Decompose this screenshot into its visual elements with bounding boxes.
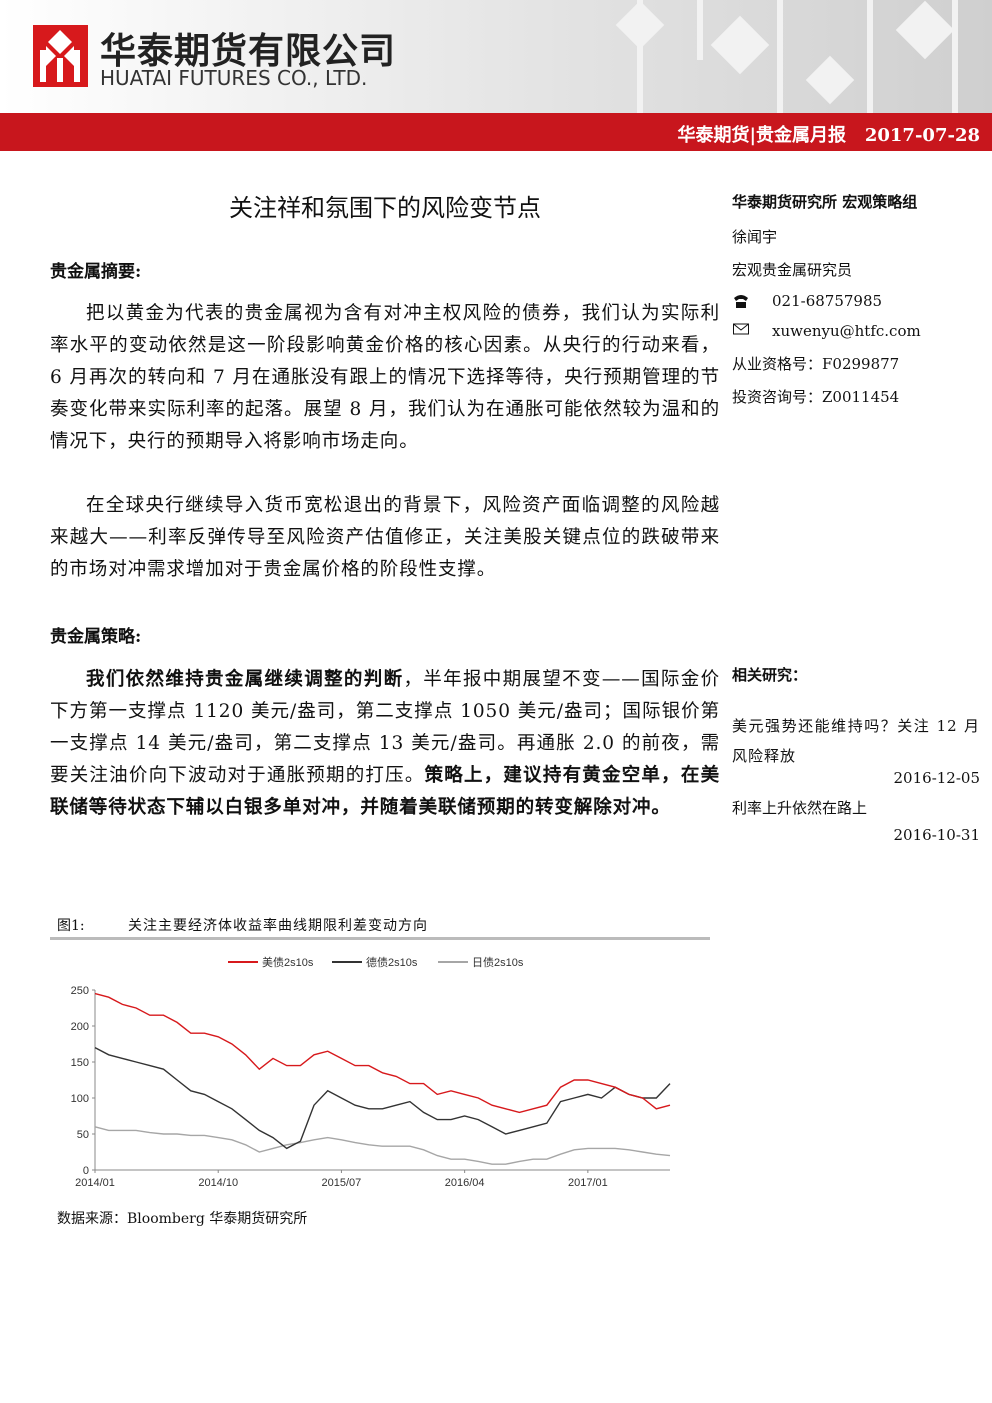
series-line — [94, 992, 671, 1114]
paragraph: 在全球央行继续导入货币宽松退出的背景下，风险资产面临调整的风险越来越大——利率反… — [50, 490, 720, 586]
company-cn: 华泰期货有限公司 — [100, 31, 397, 72]
x-tick-label: 2014/10 — [198, 1177, 238, 1189]
section-heading: 贵金属策略: — [50, 627, 142, 647]
research-group: 华泰期货研究所 宏观策略组 — [732, 193, 918, 211]
legend-label: 日债2s10s — [472, 955, 524, 969]
figure-label: 图1: — [57, 918, 85, 934]
y-tick-label: 50 — [77, 1129, 89, 1141]
related-title: 美元强势还能维持吗？关注 12 月风险释放 — [732, 717, 980, 765]
series-line — [94, 1126, 671, 1165]
email: xuwenyu@htfc.com — [772, 322, 921, 340]
text: 把以黄金为代表的贵金属视为含有对冲主权风险的债券，我们认为实际利率水平的变动依然… — [50, 303, 720, 452]
paragraph: 把以黄金为代表的贵金属视为含有对冲主权风险的债券，我们认为实际利率水平的变动依然… — [50, 298, 720, 458]
text: ，半年报中期展望不变——国际金价下方第一支撑点 1120 美元/盎司，第二支撑点… — [50, 669, 720, 786]
legend-label: 美债2s10s — [262, 955, 314, 969]
y-tick-label: 250 — [71, 985, 89, 997]
position: 宏观贵金属研究员 — [732, 261, 853, 279]
x-tick-label: 2017/01 — [568, 1177, 608, 1189]
report-bar: 华泰期货|贵金属月报 2017-07-28 — [677, 121, 980, 147]
figure-title: 关注主要经济体收益率曲线期限利差变动方向 — [128, 918, 428, 934]
x-tick-label: 2016/04 — [445, 1177, 485, 1189]
consulting-id: 投资咨询号：Z0011454 — [732, 388, 900, 406]
caption-rule — [50, 937, 710, 940]
contact-icons — [733, 295, 749, 335]
paragraph: 我们依然维持贵金属继续调整的判断，半年报中期展望不变——国际金价下方第一支撑点 … — [50, 664, 720, 824]
company-en: HUATAI FUTURES CO., LTD. — [100, 66, 368, 90]
related-title: 利率上升依然在路上 — [732, 799, 868, 817]
related-date: 2016-12-05 — [893, 769, 980, 787]
x-tick-label: 2014/01 — [75, 1177, 115, 1189]
author: 徐闻宇 — [732, 228, 778, 246]
bold-text: 策略上，建议持有黄金空单，在美联储等待状态下辅以白银多单对冲，并随着美联储预期的… — [50, 765, 720, 818]
header-graphic — [0, 0, 992, 151]
phone: 021-68757985 — [772, 292, 883, 310]
section-heading: 贵金属摘要: — [50, 262, 142, 282]
related-heading: 相关研究： — [732, 666, 808, 684]
qualification: 从业资格号：F0299877 — [732, 355, 900, 373]
y-tick-label: 200 — [71, 1021, 89, 1033]
x-tick-label: 2015/07 — [322, 1177, 362, 1189]
related-date: 2016-10-31 — [893, 826, 980, 844]
report-date: 2017-07-28 — [864, 125, 980, 146]
y-tick-label: 0 — [83, 1165, 89, 1177]
report-name: 华泰期货|贵金属月报 — [677, 125, 847, 146]
chart: 0 50 100 150 200 250 2014/01 2014/10 2015/07 2016… — [71, 955, 671, 1189]
doc-title: 关注祥和氛围下的风险变节点 — [229, 194, 541, 222]
figure-source: 数据来源：Bloomberg 华泰期货研究所 — [57, 1211, 308, 1227]
text: 在全球央行继续导入货币宽松退出的背景下，风险资产面临调整的风险越来越大——利率反… — [50, 495, 720, 580]
y-tick-label: 150 — [71, 1057, 89, 1069]
y-tick-label: 100 — [71, 1093, 89, 1105]
legend-label: 德债2s10s — [366, 955, 418, 969]
series-line — [94, 1046, 671, 1150]
bold-text: 我们依然维持贵金属继续调整的判断 — [86, 669, 404, 690]
